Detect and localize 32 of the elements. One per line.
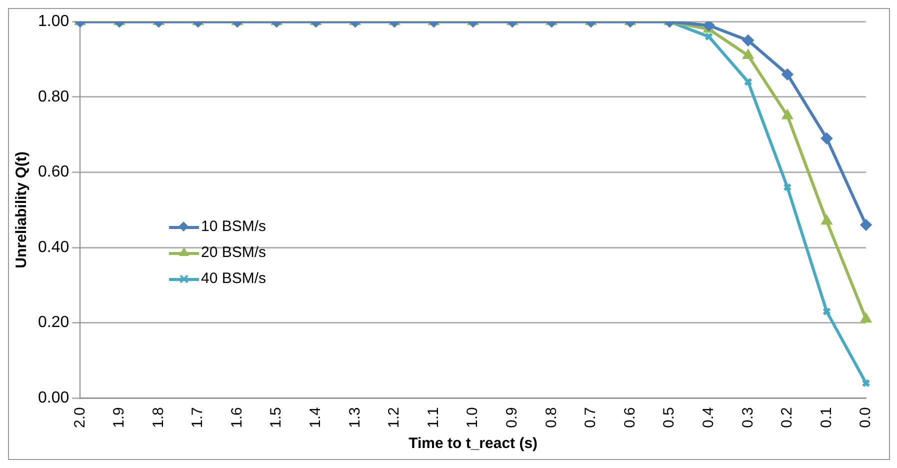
x-tick-label: 1.4 (307, 407, 324, 428)
x-tick-label: 1.8 (150, 407, 167, 428)
x-tick-label: 0.6 (621, 407, 638, 428)
y-axis-title: Unreliability Q(t) (13, 152, 30, 268)
legend-label: 20 BSM/s (201, 243, 266, 263)
x-tick-label: 0.8 (542, 407, 560, 428)
y-tick-label: 0.60 (38, 164, 70, 181)
x-tick-label: 1.3 (346, 407, 364, 428)
y-tick-label: 1.00 (38, 13, 70, 30)
x-tick-label: 1.1 (424, 407, 442, 428)
x-tick-label: 2.0 (71, 407, 88, 428)
x-tick-label: 1.9 (110, 407, 128, 428)
x-tick-label: 0.1 (818, 407, 835, 428)
legend-label: 10 BSM/s (201, 217, 266, 237)
y-tick-label: 0.00 (38, 390, 70, 407)
x-tick-label: 1.7 (189, 407, 206, 428)
x-tick-label: 0.3 (739, 407, 756, 428)
x-axis-title: Time to t_react (s) (408, 435, 538, 452)
x-tick-label: 0.2 (778, 407, 796, 428)
x-tick-label: 0.7 (582, 407, 600, 428)
x-tick-label: 1.5 (268, 407, 285, 428)
x-tick-label: 1.2 (386, 407, 403, 428)
x-tick-label: 0.4 (700, 407, 717, 428)
x-tick-label: 0.5 (660, 407, 678, 428)
legend-label: 40 BSM/s (201, 269, 266, 289)
y-tick-label: 0.20 (38, 314, 70, 332)
y-tick-label: 0.40 (38, 238, 70, 256)
x-tick-label: 0.9 (504, 407, 521, 428)
y-tick-label: 0.80 (38, 88, 70, 106)
x-tick-label: 1.0 (464, 407, 482, 428)
x-tick-label: 0.0 (857, 407, 874, 428)
x-tick-label: 1.6 (228, 407, 246, 428)
